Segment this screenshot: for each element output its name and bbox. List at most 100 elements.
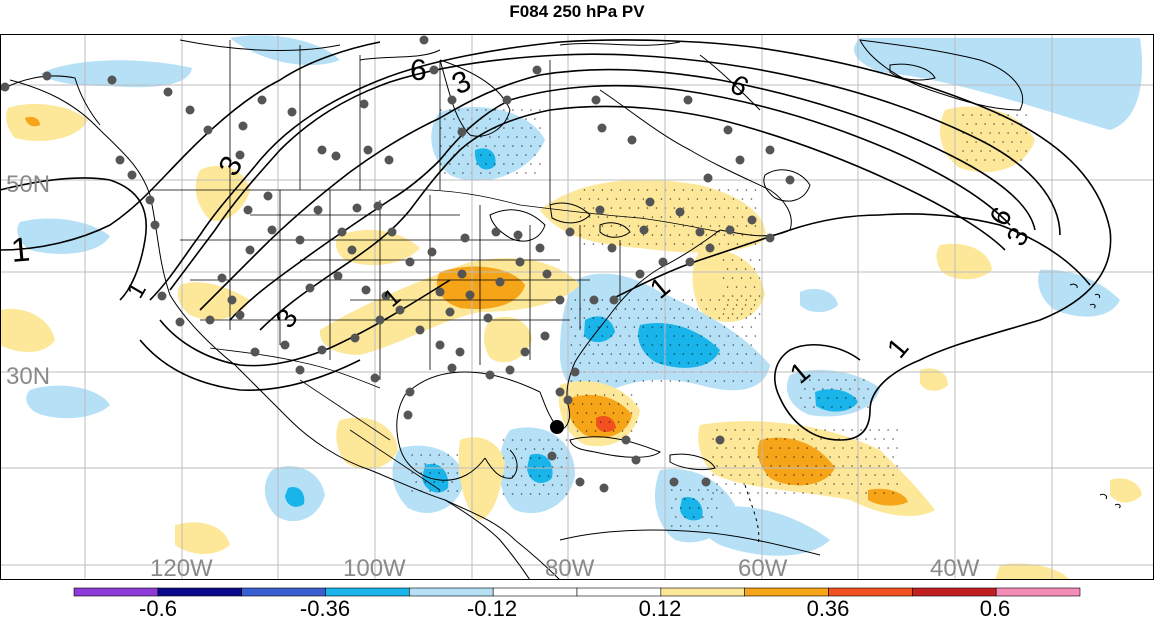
station-dot — [703, 173, 713, 183]
cuba — [569, 436, 661, 458]
light-yellow-blob — [6, 104, 88, 141]
colorbar-swatch — [660, 587, 745, 597]
station-dot — [317, 345, 327, 355]
station-dot — [785, 175, 795, 185]
contour-1-east-band — [609, 214, 881, 301]
station-dot — [0, 82, 10, 92]
station-dot — [725, 225, 735, 235]
hispaniola — [669, 453, 716, 471]
blue-core — [815, 389, 858, 412]
station-dot — [457, 127, 467, 137]
station-dot — [658, 257, 668, 267]
orange-core — [868, 488, 908, 506]
colorbar-swatch — [912, 587, 997, 597]
station-dot — [555, 387, 565, 397]
yucatan — [484, 449, 518, 479]
station-dot — [570, 367, 580, 377]
station-dot — [331, 151, 341, 161]
north-america-west-coast — [9, 79, 561, 580]
station-dot — [370, 373, 380, 383]
station-dot — [535, 243, 545, 253]
station-dot — [263, 191, 273, 201]
us-canada-border — [150, 189, 721, 233]
light-yellow-blob — [936, 243, 992, 280]
station-dot — [513, 230, 523, 240]
station-dot — [217, 273, 227, 283]
lon-label: 40W — [930, 555, 980, 580]
contour-1-south — [139, 339, 361, 392]
station-dot — [505, 365, 515, 375]
light-blue-blob — [698, 506, 830, 556]
station-dot — [317, 145, 327, 155]
colorbar-swatches — [73, 587, 1081, 597]
station-dot — [405, 257, 415, 267]
canada-province-lines — [229, 40, 551, 205]
contour-label: 6 — [410, 54, 427, 87]
pv-map: 1 1 1 1 1 1 3 3 3 3 6 6 6 50N 30N 120W 1… — [0, 34, 1154, 580]
contour-1-main — [149, 39, 1112, 441]
light-yellow-blob — [175, 522, 230, 555]
station-dot — [563, 395, 573, 405]
station-dot — [373, 201, 383, 211]
blue-core — [422, 463, 449, 493]
orange-core — [568, 394, 632, 438]
stippling — [411, 109, 1027, 527]
station-dot — [381, 291, 391, 301]
station-dot — [347, 245, 357, 255]
station-dot — [352, 203, 362, 213]
station-dot — [747, 215, 757, 225]
light-blue-blob — [17, 218, 111, 254]
station-dot — [621, 435, 631, 445]
light-blue-blob — [854, 38, 1143, 130]
blue-core — [474, 148, 496, 170]
station-dot — [723, 125, 733, 135]
light-blue-blob — [800, 288, 838, 313]
station-dot — [115, 155, 125, 165]
contour-label: 1 — [881, 332, 915, 364]
station-dot — [675, 207, 685, 217]
colorbar-swatch — [73, 587, 159, 597]
station-dot — [313, 205, 323, 215]
station-dot — [185, 105, 195, 115]
station-dot — [491, 227, 501, 237]
central-america — [444, 499, 531, 580]
colorbar-labels: -0.6 -0.36 -0.12 0.12 0.36 0.6 — [139, 596, 1010, 619]
station-dot — [267, 225, 277, 235]
station-dot — [599, 483, 609, 493]
station-dot — [295, 235, 305, 245]
south-america-north — [559, 529, 821, 556]
colorbar-swatch — [325, 587, 410, 597]
station-dot — [107, 75, 117, 85]
station-dot — [685, 257, 695, 267]
colorbar-tick-label: -0.6 — [139, 596, 177, 619]
blue-core — [285, 486, 305, 507]
lat-label: 30N — [6, 363, 50, 390]
station-dot — [607, 243, 617, 253]
station-dot — [403, 410, 413, 420]
colorbar-tick-label: 0.12 — [639, 596, 682, 619]
station-dot — [589, 295, 599, 305]
station-dot — [235, 310, 245, 320]
station-dot — [435, 340, 445, 350]
blue-core — [680, 497, 703, 521]
station-dot — [447, 363, 457, 373]
station-dot — [337, 227, 347, 237]
colorbar-tick-label: -0.36 — [300, 596, 350, 619]
station-dot — [765, 233, 775, 243]
station-dot — [735, 155, 745, 165]
colorbar-swatch — [828, 587, 913, 597]
station-dot — [435, 287, 445, 297]
station-dot — [705, 243, 715, 253]
station-dot — [150, 220, 160, 230]
station-dot — [520, 347, 530, 357]
station-dot — [502, 95, 512, 105]
map-title: F084 250 hPa PV — [509, 2, 645, 21]
station-dot — [457, 269, 467, 279]
station-dot — [595, 205, 605, 215]
station-dot — [163, 87, 173, 97]
station-dot — [460, 233, 470, 243]
azores — [1069, 283, 1101, 309]
light-yellow-blob — [336, 417, 398, 470]
contour-1-atlantic — [879, 213, 1091, 286]
lon-label: 100W — [343, 555, 406, 580]
